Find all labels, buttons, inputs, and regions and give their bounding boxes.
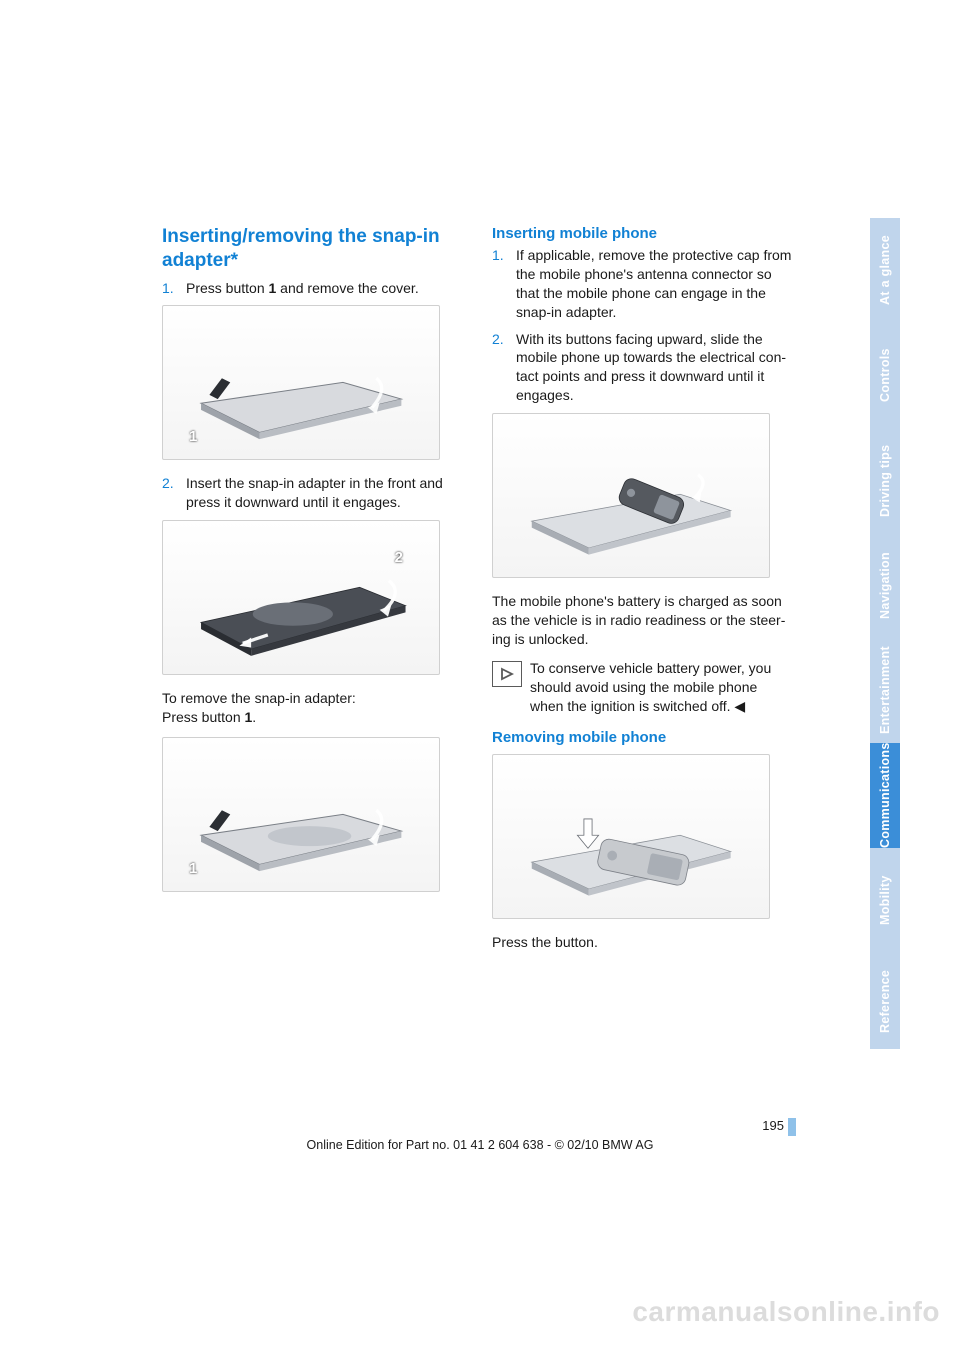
tab-controls[interactable]: Controls xyxy=(870,323,900,428)
figure-callout-1b: 1 xyxy=(189,860,197,877)
figure-remove-phone xyxy=(492,754,770,919)
tab-communications[interactable]: Communications xyxy=(870,743,900,848)
note-end-icon: ◀ xyxy=(731,698,746,714)
charging-note: The mobile phone's battery is charged as… xyxy=(492,592,794,649)
subheading-inserting: Inserting mobile phone xyxy=(492,225,794,242)
left-column: Inserting/removing the snap-in adapter* … xyxy=(162,225,464,962)
step-number: 1. xyxy=(492,246,516,322)
tab-mobility[interactable]: Mobility xyxy=(870,848,900,953)
figure-remove-cover: 1 xyxy=(162,305,440,460)
step-text: Press button 1 and remove the cover. xyxy=(186,279,464,298)
press-button-text: Press the button. xyxy=(492,933,794,952)
note-text: To conserve vehicle battery power, you s… xyxy=(530,659,794,716)
figure-illustration xyxy=(177,564,425,656)
figure-illustration xyxy=(177,349,425,441)
section-tabs: At a glanceControlsDriving tipsNavigatio… xyxy=(870,218,900,1049)
figure-illustration xyxy=(507,460,755,558)
figure-callout-2: 2 xyxy=(395,549,403,566)
tab-at-a-glance[interactable]: At a glance xyxy=(870,218,900,323)
page-number: 195 xyxy=(762,1118,784,1133)
tab-entertainment[interactable]: Entertainment xyxy=(870,638,900,743)
tab-navigation[interactable]: Navigation xyxy=(870,533,900,638)
note-icon xyxy=(492,661,522,687)
subheading-removing-phone: Removing mobile phone xyxy=(492,729,794,746)
figure-insert-adapter: 2 xyxy=(162,520,440,675)
step-text: Insert the snap-in adapter in the front … xyxy=(186,474,464,512)
footer-text: Online Edition for Part no. 01 41 2 604 … xyxy=(0,1138,960,1152)
step-item: 2. With its buttons facing upward, slide… xyxy=(492,330,794,406)
figure-illustration xyxy=(507,801,755,899)
figure-insert-phone xyxy=(492,413,770,578)
step-number: 2. xyxy=(162,474,186,512)
figure-callout-1: 1 xyxy=(189,428,197,445)
figure-remove-adapter: 1 xyxy=(162,737,440,892)
step-text: With its buttons facing upward, slide th… xyxy=(516,330,794,406)
step-item: 1. Press button 1 and remove the cover. xyxy=(162,279,464,298)
tab-driving-tips[interactable]: Driving tips xyxy=(870,428,900,533)
tab-reference[interactable]: Reference xyxy=(870,953,900,1049)
step-item: 2. Insert the snap-in adapter in the fro… xyxy=(162,474,464,512)
watermark: carmanualsonline.info xyxy=(632,1296,940,1328)
right-column: Inserting mobile phone 1. If applicable,… xyxy=(492,225,794,962)
step-item: 1. If applicable, remove the protective … xyxy=(492,246,794,322)
step-number: 2. xyxy=(492,330,516,406)
steps-list-left-1: 1. Press button 1 and remove the cover. xyxy=(162,279,464,298)
step-text: If applicable, remove the protective cap… xyxy=(516,246,794,322)
manual-page: Inserting/removing the snap-in adapter* … xyxy=(0,0,960,1358)
steps-list-right: 1. If applicable, remove the protective … xyxy=(492,246,794,405)
section-heading: Inserting/removing the snap-in adapter* xyxy=(162,225,464,273)
content-columns: Inserting/removing the snap-in adapter* … xyxy=(162,225,794,962)
steps-list-left-2: 2. Insert the snap-in adapter in the fro… xyxy=(162,474,464,512)
remove-adapter-text: To remove the snap-in adapter: Press but… xyxy=(162,689,464,727)
page-number-bar xyxy=(788,1118,796,1136)
figure-illustration xyxy=(177,781,425,873)
caution-note: To conserve vehicle battery power, you s… xyxy=(492,659,794,716)
step-number: 1. xyxy=(162,279,186,298)
